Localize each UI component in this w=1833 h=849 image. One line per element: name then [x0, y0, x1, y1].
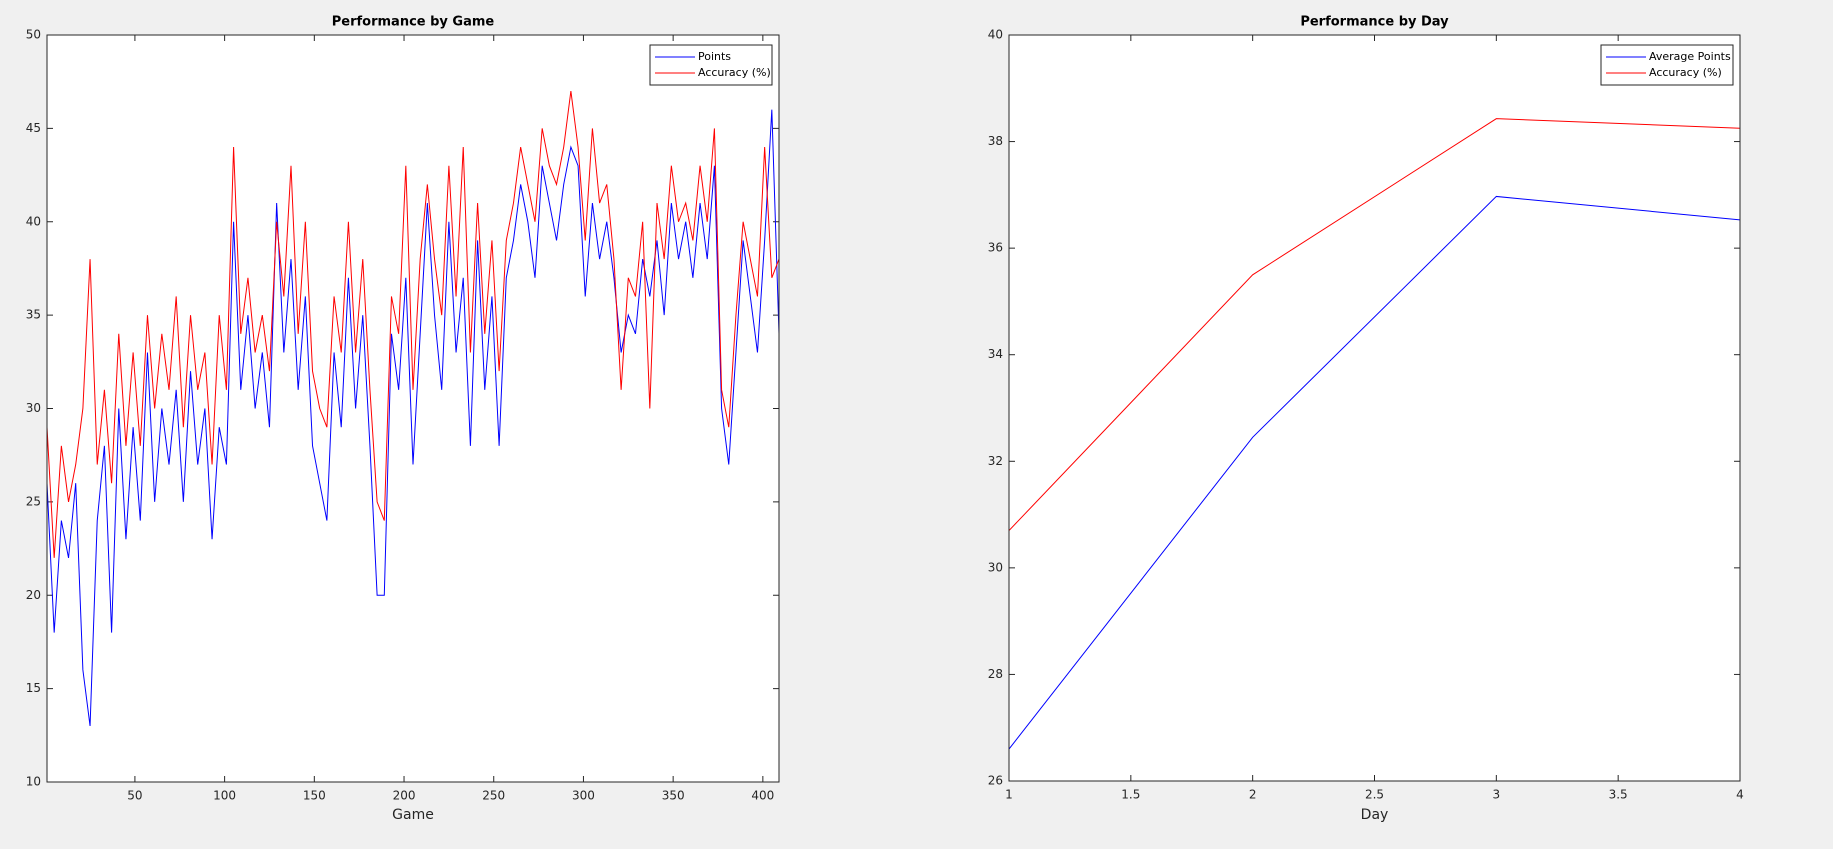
legend-label: Accuracy (%)	[1649, 66, 1722, 79]
x-tick-label: 3.5	[1609, 788, 1628, 802]
chart-title: Performance by Day	[1300, 15, 1449, 30]
x-tick-label: 4	[1736, 788, 1744, 802]
y-tick-label: 36	[988, 241, 1003, 255]
x-tick-label: 350	[662, 789, 685, 803]
plot-area	[47, 35, 779, 782]
y-tick-label: 32	[988, 454, 1003, 468]
y-tick-label: 38	[988, 134, 1003, 148]
axes-box	[46, 34, 780, 783]
y-tick-label: 34	[988, 347, 1003, 361]
chart-title: Performance by Game	[332, 15, 495, 30]
y-tick-label: 50	[26, 28, 41, 42]
x-tick-label: 3	[1493, 788, 1501, 802]
x-axis-label: Game	[392, 807, 434, 823]
x-tick-label: 1	[1005, 788, 1013, 802]
legend-label: Average Points	[1649, 50, 1731, 63]
x-tick-label: 400	[751, 789, 774, 803]
y-tick-label: 25	[26, 494, 41, 508]
y-tick-label: 35	[26, 308, 41, 322]
x-tick-label: 100	[213, 789, 236, 803]
x-tick-label: 50	[127, 789, 142, 803]
y-tick-label: 40	[26, 214, 41, 228]
legend-label: Points	[698, 50, 731, 63]
y-tick-label: 15	[26, 681, 41, 695]
y-tick-label: 30	[988, 560, 1003, 574]
legend-box	[649, 44, 773, 86]
x-tick-label: 1.5	[1121, 788, 1140, 802]
x-tick-label: 2.5	[1365, 788, 1384, 802]
x-axis-label: Day	[1361, 807, 1389, 823]
series-line	[1008, 195, 1741, 750]
x-tick-label: 300	[572, 789, 595, 803]
series-line	[46, 90, 780, 558]
y-tick-label: 45	[26, 121, 41, 135]
x-tick-label: 2	[1249, 788, 1257, 802]
y-tick-label: 10	[26, 775, 41, 789]
legend: Average Points Accuracy (%)	[1600, 44, 1734, 86]
y-tick-label: 28	[988, 667, 1003, 681]
axes-box	[1008, 34, 1741, 782]
y-tick-label: 20	[26, 588, 41, 602]
legend-label: Accuracy (%)	[698, 66, 771, 79]
y-tick-label: 26	[988, 774, 1003, 788]
y-tick-label: 30	[26, 401, 41, 415]
plot-area	[1009, 35, 1740, 781]
x-tick-label: 150	[303, 789, 326, 803]
legend-box	[1600, 44, 1734, 86]
series-line	[1008, 118, 1741, 531]
x-tick-label: 200	[393, 789, 416, 803]
x-tick-label: 250	[482, 789, 505, 803]
y-tick-label: 40	[988, 28, 1003, 42]
legend: Points Accuracy (%)	[649, 44, 773, 86]
series-line	[46, 109, 780, 727]
